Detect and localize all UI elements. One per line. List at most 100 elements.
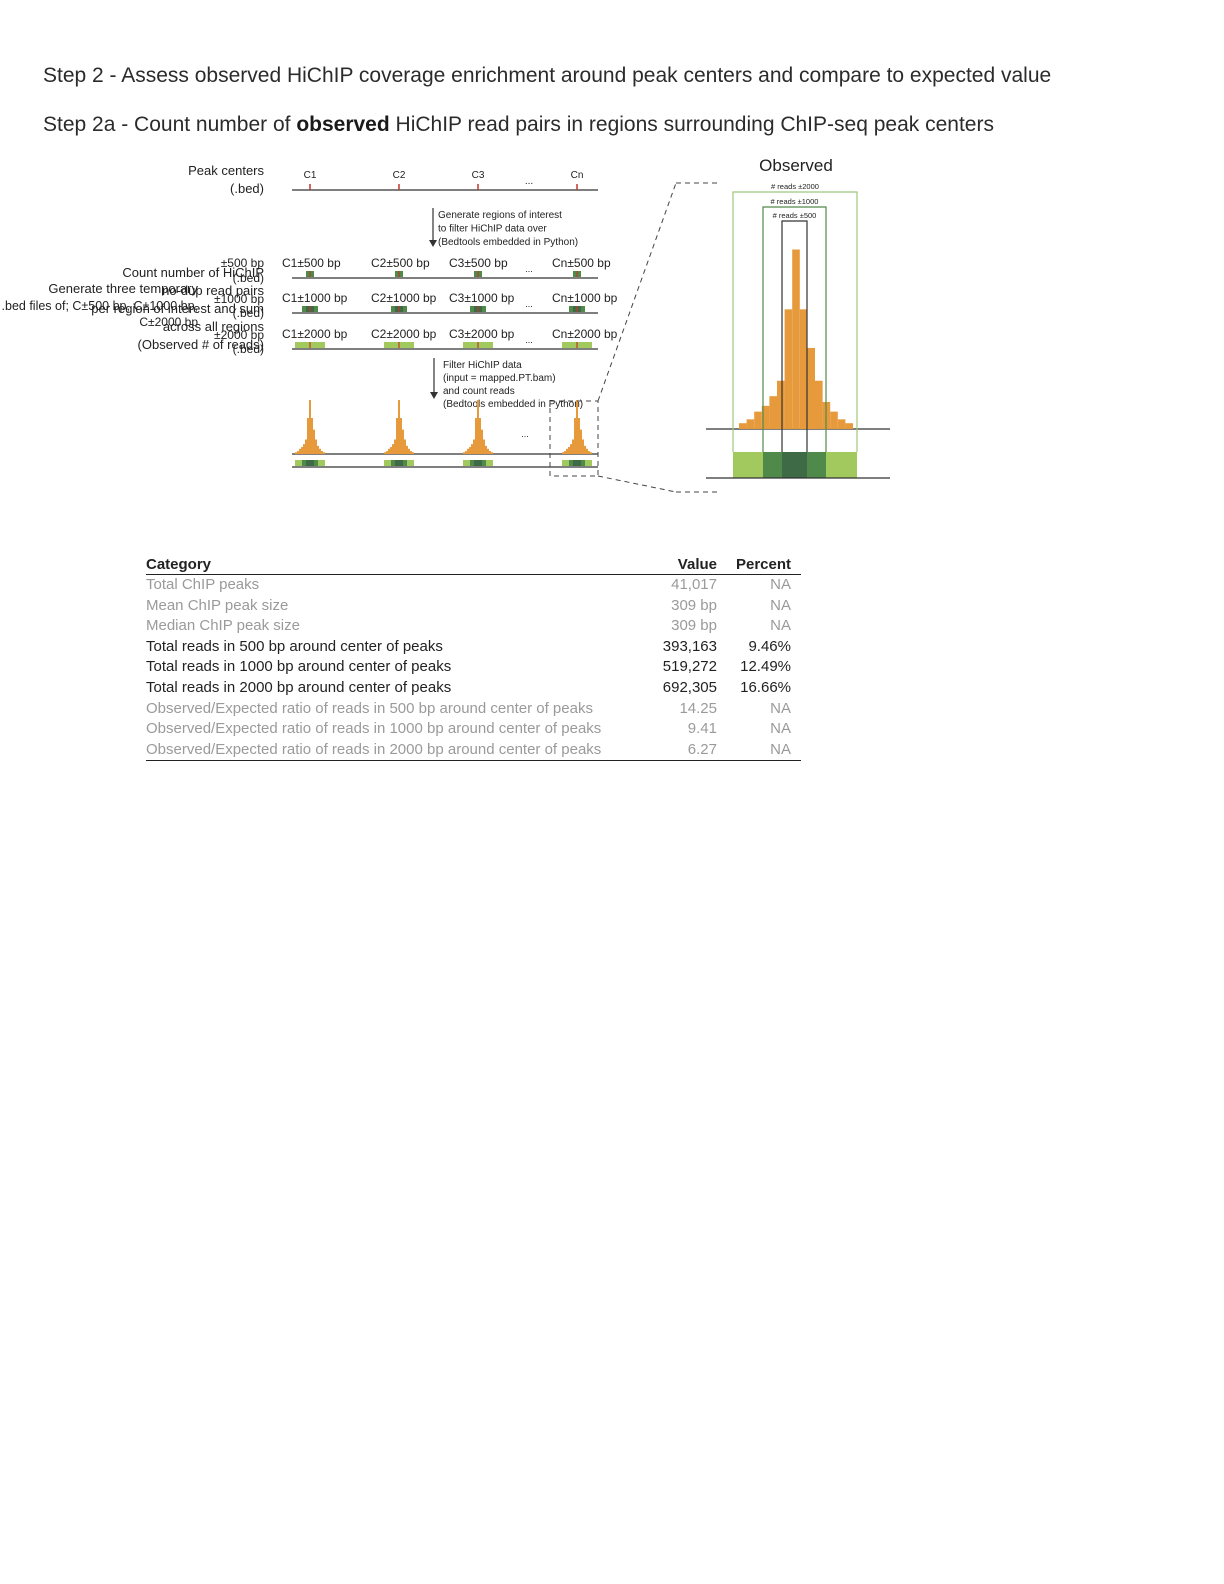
observed-region-500 xyxy=(782,452,807,478)
row-side-label: (.bed) xyxy=(233,342,264,356)
mini-strip-500 xyxy=(306,460,314,466)
mini-hist-bar xyxy=(301,447,303,454)
cell-category: Observed/Expected ratio of reads in 2000… xyxy=(146,739,632,762)
cell-value: 6.27 xyxy=(632,739,727,762)
cell-category: Total reads in 1000 bp around center of … xyxy=(146,658,452,676)
table-row: Observed/Expected ratio of reads in 1000… xyxy=(146,719,801,740)
mini-hist-bar xyxy=(392,444,394,454)
row-side-label: ±2000 bp xyxy=(214,328,264,342)
peak-centers-label: (.bed) xyxy=(230,181,264,196)
mini-hist-bar xyxy=(321,451,323,454)
mini-hist-bar xyxy=(590,452,592,454)
header-category: Category xyxy=(146,556,632,575)
temp-files-label: C±2000 bp xyxy=(139,315,198,329)
subtitle-suffix: HiChIP read pairs in regions surrounding… xyxy=(389,113,994,136)
mini-hist-bar xyxy=(586,448,588,454)
temp-files-label: .bed files of; C±500 bp, C±1000 bp, xyxy=(2,299,198,313)
observed-hist-bar xyxy=(837,419,846,429)
mini-hist-bar xyxy=(309,400,311,454)
cell-percent: NA xyxy=(770,617,791,635)
cell-percent: NA xyxy=(770,596,791,614)
mini-hist-bar xyxy=(489,451,491,454)
mini-hist-bar xyxy=(578,418,580,454)
filter-step-text: and count reads xyxy=(443,386,515,397)
region-label: Cn±1000 bp xyxy=(552,291,618,305)
mini-hist-bar xyxy=(463,452,465,454)
mini-hist-bar xyxy=(564,451,566,454)
observed-hist-bar xyxy=(761,405,770,429)
mini-hist-bar xyxy=(390,447,392,454)
region-label: Cn±500 bp xyxy=(552,256,611,270)
subtitle-prefix: Step 2a - Count number of xyxy=(43,113,297,136)
mini-strip-500 xyxy=(474,460,482,466)
observed-hist-bar xyxy=(807,347,815,429)
mini-hist-bar xyxy=(311,418,313,454)
count-label: per region of interest and sum xyxy=(91,301,264,316)
observed-hist-bar xyxy=(739,423,747,429)
filter-step-text: (Bedtools embedded in Python) xyxy=(443,399,583,410)
center-label: C2 xyxy=(393,170,406,181)
filter-step-text: (input = mapped.PT.bam) xyxy=(443,373,556,384)
mini-hist-bar xyxy=(384,452,386,454)
cell-category: Mean ChIP peak size xyxy=(146,596,289,614)
row-side-label: ±1000 bp xyxy=(214,292,264,306)
bracket-label: # reads ±2000 xyxy=(771,182,819,191)
region-label: C1±2000 bp xyxy=(282,327,348,341)
temp-files-label: Generate three temporary xyxy=(48,281,198,296)
observed-hist-bar xyxy=(845,423,853,429)
mini-hist-bar xyxy=(388,448,390,454)
cell-percent: NA xyxy=(770,699,791,717)
mini-hist-bar xyxy=(396,418,398,454)
observed-bracket xyxy=(732,191,858,452)
zoom-line-bottom xyxy=(597,475,677,493)
mini-hist-bar xyxy=(394,439,396,454)
subtitle-bold: observed xyxy=(296,113,390,136)
ellipsis: ... xyxy=(521,429,529,439)
cell-value: 41,017 xyxy=(671,576,717,593)
table-body: Total ChIP peaks 41,017 NA Mean ChIP peak s… xyxy=(146,575,801,762)
cell-percent: NA xyxy=(770,720,791,738)
header-percent: Percent xyxy=(727,556,801,575)
mini-hist-bar xyxy=(408,448,410,454)
mini-hist-bar xyxy=(582,439,584,454)
cell-percent: NA xyxy=(727,739,801,762)
summary-table: Category Value Percent Total ChIP peaks 4… xyxy=(146,556,801,762)
mini-hist-bar xyxy=(299,448,301,454)
mini-hist-bar xyxy=(386,451,388,454)
cell-category: Observed/Expected ratio of reads in 500 … xyxy=(146,699,593,717)
mini-hist-bar xyxy=(412,452,414,454)
cell-value: 692,305 xyxy=(662,678,717,696)
mini-hist-bar xyxy=(584,445,586,454)
table-row: Total ChIP peaks 41,017 NA xyxy=(146,575,801,596)
region-label: C2±500 bp xyxy=(371,256,430,270)
mini-hist-bar xyxy=(398,400,400,454)
mini-hist-bar xyxy=(580,429,582,454)
peak-centers-label: Peak centers xyxy=(188,163,264,178)
region-label: Cn±2000 bp xyxy=(552,327,618,341)
mini-hist-bar xyxy=(469,447,471,454)
count-label: no-dup read pairs xyxy=(162,283,264,298)
region-label: C3±2000 bp xyxy=(449,327,515,341)
bracket-label: # reads ±500 xyxy=(773,211,817,220)
mini-hist-bar xyxy=(576,400,578,454)
region-label: C1±500 bp xyxy=(282,256,341,270)
generate-step-text: to filter HiChIP data over xyxy=(438,224,547,235)
mini-hist-bar xyxy=(402,429,404,454)
mini-hist-bar xyxy=(465,451,467,454)
region-label: C3±500 bp xyxy=(449,256,508,270)
ellipsis: ... xyxy=(525,335,533,345)
mini-hist-bar xyxy=(481,429,483,454)
observed-title: Observed xyxy=(759,156,833,175)
mini-hist-bar xyxy=(303,444,305,454)
cell-category: Median ChIP peak size xyxy=(146,617,300,635)
count-label: Count number of HiChIP xyxy=(122,265,264,280)
bracket-label: # reads ±1000 xyxy=(771,197,819,206)
mini-strip-500 xyxy=(395,460,403,466)
observed-hist-bar xyxy=(792,249,800,429)
mini-strip-500 xyxy=(573,460,581,466)
table-row: Observed/Expected ratio of reads in 2000… xyxy=(146,739,801,762)
region-label: C3±1000 bp xyxy=(449,291,515,305)
cell-percent: 9.46% xyxy=(748,637,791,655)
zoom-selection xyxy=(549,400,599,477)
mini-hist-bar xyxy=(566,448,568,454)
